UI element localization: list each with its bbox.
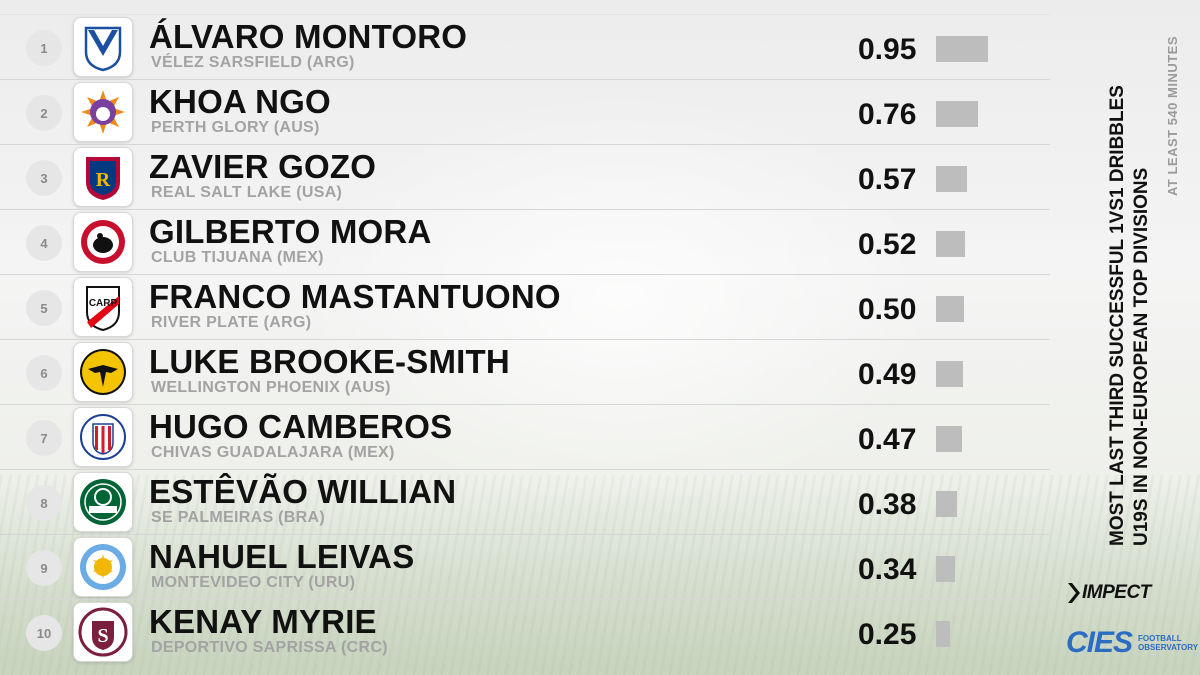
velez-crest-icon (73, 17, 133, 77)
cies-logo: CIES FOOTBALL OBSERVATORY (1066, 626, 1199, 660)
ranking-row: 4 GILBERTO MORA CLUB TIJUANA (MEX) 0.52 (0, 209, 1050, 274)
ranking-row: 9 NAHUEL LEIVAS MONTEVIDEO CITY (URU) 0.34 (0, 534, 1050, 599)
club-name: DEPORTIVO SAPRISSA (CRC) (151, 639, 388, 656)
chivas-crest-icon (73, 407, 133, 467)
club-name: CLUB TIJUANA (MEX) (151, 249, 324, 266)
club-name: RIVER PLATE (ARG) (151, 314, 312, 331)
title-line-1: MOST LAST THIRD SUCCESSFUL 1VS1 DRIBBLES (1107, 85, 1128, 546)
ranking-row: 8 ESTÊVÃO WILLIAN SE PALMEIRAS (BRA) 0.38 (0, 469, 1050, 534)
rank-badge: 3 (26, 160, 62, 196)
ranking-row: 2 KHOA NGO PERTH GLORY (AUS) 0.76 (0, 79, 1050, 144)
player-name: ÁLVARO MONTORO (149, 18, 468, 55)
club-tijuana-crest-icon (73, 212, 133, 272)
wellington-phoenix-crest-icon (73, 342, 133, 402)
value-label: 0.57 (858, 163, 917, 196)
river-plate-crest-icon: CARP (73, 277, 133, 337)
player-name: NAHUEL LEIVAS (149, 538, 415, 575)
value-bar (936, 621, 950, 647)
ranking-list: 1 ÁLVARO MONTORO VÉLEZ SARSFIELD (ARG) 0.95… (0, 14, 1050, 664)
impect-wordmark: IMPECT (1082, 582, 1151, 603)
montevideo-city-crest-icon (73, 537, 133, 597)
value-label: 0.25 (858, 618, 917, 651)
value-bar (936, 296, 964, 322)
player-name: KHOA NGO (149, 83, 331, 120)
club-name: PERTH GLORY (AUS) (151, 119, 320, 136)
value-bar (936, 361, 963, 387)
palmeiras-crest-icon (73, 472, 133, 532)
rank-badge: 4 (26, 225, 62, 261)
chart-title: MOST LAST THIRD SUCCESSFUL 1VS1 DRIBBLES… (1107, 16, 1167, 546)
stadium-glow (300, 90, 940, 510)
value-label: 0.76 (858, 98, 917, 131)
title-line-2: U19S IN NON-EUROPEAN TOP DIVISIONS (1131, 167, 1152, 546)
value-label: 0.34 (858, 553, 917, 586)
value-label: 0.47 (858, 423, 917, 456)
rank-badge: 1 (26, 30, 62, 66)
value-bar (936, 101, 978, 127)
rank-badge: 5 (26, 290, 62, 326)
ranking-row: 7 HUGO CAMBEROS CHIVAS GUADALAJARA (MEX) 0.… (0, 404, 1050, 469)
value-label: 0.52 (858, 228, 917, 261)
club-name: SE PALMEIRAS (BRA) (151, 509, 325, 526)
value-label: 0.38 (858, 488, 917, 521)
svg-text:S: S (97, 625, 108, 647)
chart-subtitle: AT LEAST 540 MINUTES (1165, 35, 1180, 196)
ranking-row: 6 LUKE BROOKE-SMITH WELLINGTON PHOENIX (AU… (0, 339, 1050, 404)
rank-badge: 10 (26, 615, 62, 651)
ranking-row: 10 S KENAY MYRIE DEPORTIVO SAPRISSA (CRC) 0.… (0, 599, 1050, 664)
ranking-row: 3 R ZAVIER GOZO REAL SALT LAKE (USA) 0.57 (0, 144, 1050, 209)
rank-badge: 8 (26, 485, 62, 521)
value-bar (936, 491, 957, 517)
value-bar (936, 36, 988, 62)
value-bar (936, 426, 962, 452)
player-name: GILBERTO MORA (149, 213, 432, 250)
player-name: HUGO CAMBEROS (149, 408, 453, 445)
value-label: 0.49 (858, 358, 917, 391)
ranking-row: 5 CARP FRANCO MASTANTUONO RIVER PLATE (ARG)… (0, 274, 1050, 339)
player-name: KENAY MYRIE (149, 603, 377, 640)
rank-badge: 7 (26, 420, 62, 456)
cies-subtitle: FOOTBALL OBSERVATORY (1138, 634, 1199, 652)
player-name: FRANCO MASTANTUONO (149, 278, 561, 315)
value-bar (936, 231, 965, 257)
cies-wordmark: CIES (1066, 626, 1133, 659)
rank-badge: 6 (26, 355, 62, 391)
ranking-row: 1 ÁLVARO MONTORO VÉLEZ SARSFIELD (ARG) 0.95 (0, 14, 1050, 79)
perth-glory-crest-icon (73, 82, 133, 142)
impect-chevron-icon (1068, 583, 1080, 603)
saprissa-crest-icon: S (73, 602, 133, 662)
club-name: REAL SALT LAKE (USA) (151, 184, 343, 201)
player-name: ZAVIER GOZO (149, 148, 377, 185)
value-label: 0.50 (858, 293, 917, 326)
real-salt-lake-crest-icon: R (73, 147, 133, 207)
value-bar (936, 556, 955, 582)
rank-badge: 9 (26, 550, 62, 586)
club-name: CHIVAS GUADALAJARA (MEX) (151, 444, 395, 461)
svg-text:CARP: CARP (89, 298, 118, 309)
rank-badge: 2 (26, 95, 62, 131)
club-name: MONTEVIDEO CITY (URU) (151, 574, 356, 591)
svg-text:R: R (96, 169, 111, 191)
player-name: LUKE BROOKE-SMITH (149, 343, 510, 380)
player-name: ESTÊVÃO WILLIAN (149, 473, 457, 510)
value-bar (936, 166, 967, 192)
value-label: 0.95 (858, 33, 917, 66)
club-name: WELLINGTON PHOENIX (AUS) (151, 379, 391, 396)
impect-logo: IMPECT (1066, 582, 1151, 604)
club-name: VÉLEZ SARSFIELD (ARG) (151, 54, 355, 71)
